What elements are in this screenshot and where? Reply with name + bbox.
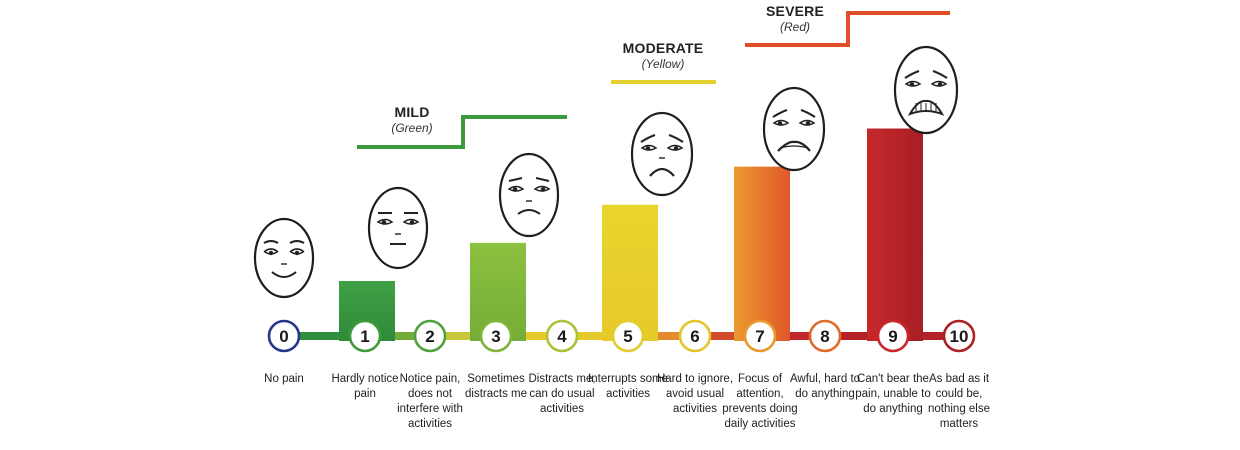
mild-range-line xyxy=(357,115,567,149)
level-10-description: As bad as it could be, nothing else matt… xyxy=(927,373,991,430)
pain-bar-7 xyxy=(734,166,790,341)
connector-segment xyxy=(775,332,810,340)
connector-segment xyxy=(299,332,350,340)
face-distress-icon xyxy=(893,45,959,135)
level-7-description: Focus of attention, prevents doing daily… xyxy=(722,373,798,430)
level-4-badge: 4 xyxy=(545,319,579,353)
level-number: 4 xyxy=(557,327,567,346)
pain-bar-5 xyxy=(602,204,658,341)
level-1-badge: 1 xyxy=(348,319,382,353)
category-color-name: (Red) xyxy=(779,20,810,34)
level-6-badge: 6 xyxy=(678,319,712,353)
level-number: 0 xyxy=(279,327,288,346)
connector-segment xyxy=(445,332,481,340)
level-2-badge: 2 xyxy=(413,319,447,353)
level-number: 3 xyxy=(491,327,500,346)
connector-segment xyxy=(380,332,415,340)
level-5-badge: 5 xyxy=(611,319,645,353)
level-9-description: Can't bear the pain, unable to do anythi… xyxy=(855,373,931,415)
level-number: 7 xyxy=(755,327,764,346)
level-10-badge: 10 xyxy=(942,319,976,353)
connector-segment xyxy=(643,332,680,340)
category-name: SEVERE xyxy=(766,3,824,19)
level-0-description: No pain xyxy=(264,373,304,385)
category-mild-label: MILD (Green) xyxy=(352,104,472,135)
pain-bar-9 xyxy=(867,128,923,341)
level-6-description: Hard to ignore, avoid usual activities xyxy=(656,373,734,415)
connector-segment xyxy=(710,332,745,340)
category-severe-label: SEVERE (Red) xyxy=(735,3,855,34)
level-number: 9 xyxy=(888,327,897,346)
level-1-description: Hardly notice pain xyxy=(331,373,399,400)
level-4-description: Distracts me, can do usual activities xyxy=(528,373,596,415)
level-9-badge: 9 xyxy=(876,319,910,353)
level-8-badge: 8 xyxy=(808,319,842,353)
face-mild-icon xyxy=(498,152,560,238)
level-8-description: Awful, hard to do anything xyxy=(789,373,861,400)
level-5-description: Interrupts some activities xyxy=(588,373,668,400)
category-color-name: (Green) xyxy=(391,121,433,135)
level-number: 1 xyxy=(360,327,369,346)
level-3-description: Sometimes distracts me xyxy=(465,373,527,400)
level-number: 8 xyxy=(820,327,829,346)
category-color-name: (Yellow) xyxy=(641,57,685,71)
level-0-badge: 0 xyxy=(267,319,301,353)
connector-segment xyxy=(840,332,878,340)
category-name: MILD xyxy=(394,104,430,120)
connector-segment xyxy=(511,332,547,340)
level-number: 10 xyxy=(950,327,969,346)
scale-connector-line xyxy=(299,332,944,340)
face-sad-icon xyxy=(630,111,694,197)
category-name: MODERATE xyxy=(622,40,704,56)
category-moderate-label: MODERATE (Yellow) xyxy=(603,40,723,71)
level-number: 6 xyxy=(690,327,699,346)
severe-range-line xyxy=(745,11,950,47)
face-smile-icon xyxy=(253,217,315,299)
level-7-badge: 7 xyxy=(743,319,777,353)
face-neutral-icon xyxy=(367,186,429,270)
level-number: 2 xyxy=(425,327,434,346)
level-2-description: Notice pain, does not interfere with act… xyxy=(397,373,463,430)
connector-segment xyxy=(908,332,944,340)
level-3-badge: 3 xyxy=(479,319,513,353)
face-worried-icon xyxy=(762,86,826,172)
level-number: 5 xyxy=(623,327,632,346)
connector-segment xyxy=(577,332,613,340)
